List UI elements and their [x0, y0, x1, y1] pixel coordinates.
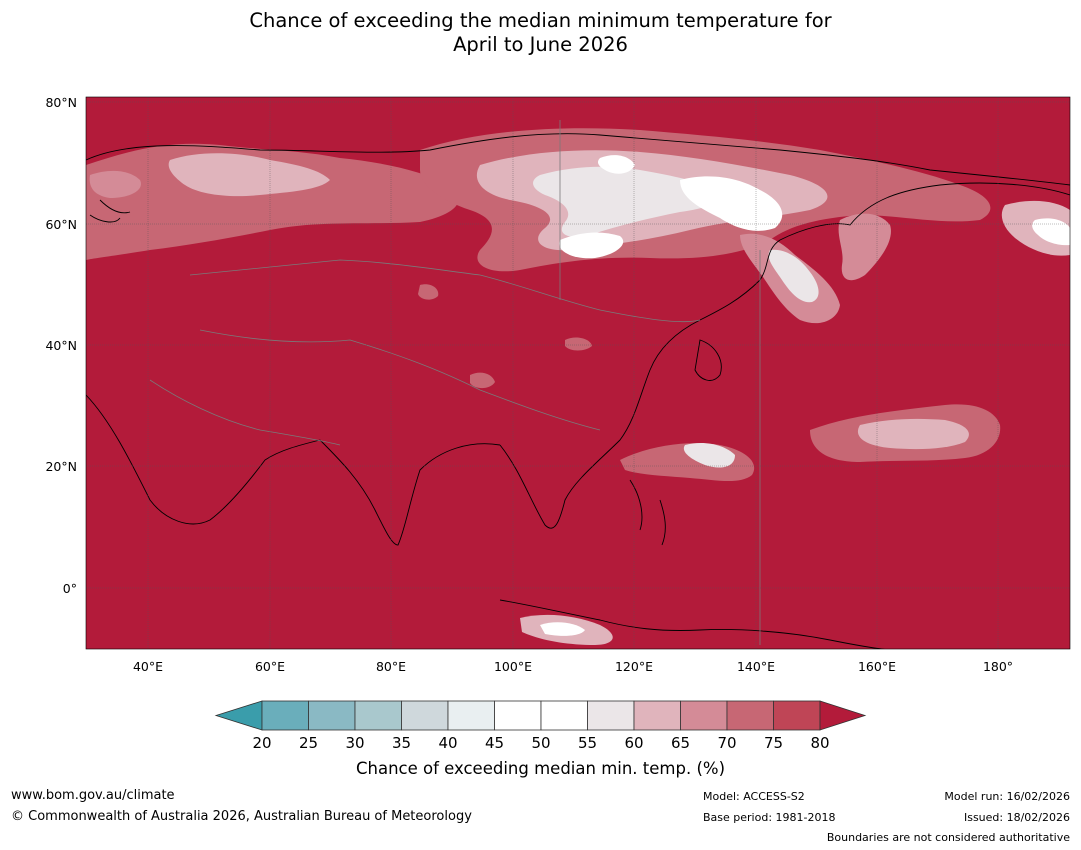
colorbar-tick-label: 75 [764, 734, 783, 752]
colorbar-segment [308, 700, 356, 731]
contour-region-far-east-inner [768, 249, 819, 303]
colorbar-segment [447, 700, 495, 731]
colorbar-tick-label: 55 [578, 734, 597, 752]
latitude-label: 40°N [45, 338, 77, 353]
colorbar-segment [587, 700, 635, 731]
contour-region-yakutia-white [680, 176, 783, 231]
contour-patch-mongolia [418, 284, 439, 300]
latitude-label: 80°N [45, 95, 77, 110]
colorbar-tick-label: 20 [252, 734, 271, 752]
colorbar-tick-label: 35 [392, 734, 411, 752]
colorbar-tick-label: 70 [717, 734, 736, 752]
colorbar-segment [633, 700, 681, 731]
longitude-label: 120°E [615, 659, 653, 674]
contour-region-europe-inner [168, 153, 330, 197]
probability-contours [86, 128, 1070, 645]
longitude-label: 60°E [255, 659, 285, 674]
colorbar-tick-label: 80 [810, 734, 829, 752]
longitude-label: 160°E [858, 659, 896, 674]
japan-coast [694, 339, 722, 381]
se-asia-coast [499, 319, 701, 529]
colorbar-segment [354, 700, 402, 731]
latitude-labels: 80°N 60°N 40°N 20°N 0° [45, 95, 77, 596]
contour-region-siberia-white [559, 232, 624, 259]
country-borders [149, 120, 761, 645]
colorbar-segment [401, 700, 449, 731]
website-link[interactable]: www.bom.gov.au/climate [11, 788, 175, 803]
gridlines [86, 97, 1070, 649]
latitude-label: 0° [63, 581, 77, 596]
colorbar-tick-label: 40 [438, 734, 457, 752]
baltic-coast [89, 199, 131, 223]
colorbar-segment [540, 700, 588, 731]
border-north-asia [189, 259, 701, 323]
colorbar-tick-label: 45 [485, 734, 504, 752]
model-run-text: Model run: 16/02/2026 [944, 790, 1070, 803]
colorbar-tick-label: 60 [624, 734, 643, 752]
longitude-label: 180° [983, 659, 1013, 674]
colorbar-segment [494, 700, 542, 731]
contour-region-siberia-north [597, 155, 635, 174]
latitude-label: 20°N [45, 459, 77, 474]
colorbar-segment [261, 700, 309, 731]
copyright-text: © Commonwealth of Australia 2026, Austra… [11, 809, 472, 824]
base-period-text: Base period: 1981-2018 [703, 811, 836, 824]
ne-asia-coast [699, 182, 1070, 321]
contour-patch-china [470, 372, 495, 389]
latitude-label: 60°N [45, 217, 77, 232]
colorbar-tick-label: 25 [299, 734, 318, 752]
coastlines [86, 133, 1070, 649]
contour-region-pacific-east-light [857, 418, 969, 450]
colorbar-ticks: 20 25 30 35 40 45 50 55 60 65 70 75 80 [252, 734, 829, 752]
indonesia-coast [499, 599, 886, 649]
india-coast [319, 439, 501, 546]
border-lines [559, 120, 761, 645]
arabia-coast [86, 394, 321, 525]
colorbar-extend-low [214, 700, 263, 731]
chart-title: Chance of exceeding the median minimum t… [0, 9, 1081, 57]
longitude-label: 40°E [133, 659, 163, 674]
colorbar [214, 700, 867, 731]
contour-region-kamchatka [838, 213, 891, 281]
map-frame [85, 96, 1071, 650]
colorbar-segment [680, 700, 728, 731]
philippines-coast [629, 479, 666, 546]
contour-patch-north-china [565, 337, 592, 351]
colorbar-tick-label: 50 [531, 734, 550, 752]
colorbar-tick-label: 65 [671, 734, 690, 752]
colorbar-segment [773, 700, 821, 731]
colorbar-extend-high [819, 700, 867, 731]
disclaimer-text: Boundaries are not considered authoritat… [826, 831, 1070, 844]
contour-region-bering-white [1032, 218, 1070, 246]
contour-region-siberia-light [533, 166, 723, 237]
longitude-label: 100°E [494, 659, 532, 674]
longitude-label: 80°E [376, 659, 406, 674]
border-central-asia [199, 329, 601, 431]
contour-region-scandinavia [89, 170, 141, 198]
title-line-1: Chance of exceeding the median minimum t… [249, 9, 832, 32]
model-text: Model: ACCESS-S2 [703, 790, 805, 803]
colorbar-tick-label: 30 [345, 734, 364, 752]
contour-patch-java-white [540, 622, 585, 636]
title-line-2: April to June 2026 [453, 33, 628, 56]
contour-region-pacific-west-light [683, 443, 735, 468]
border-middle-east [149, 379, 341, 446]
colorbar-label: Chance of exceeding median min. temp. (%… [355, 759, 726, 778]
longitude-label: 140°E [737, 659, 775, 674]
map-area [86, 97, 1070, 649]
arctic-coast [86, 133, 1070, 186]
longitude-labels: 40°E 60°E 80°E 100°E 120°E 140°E 160°E 180° [133, 659, 1013, 674]
colorbar-segment [726, 700, 774, 731]
issued-text: Issued: 18/02/2026 [963, 811, 1070, 824]
